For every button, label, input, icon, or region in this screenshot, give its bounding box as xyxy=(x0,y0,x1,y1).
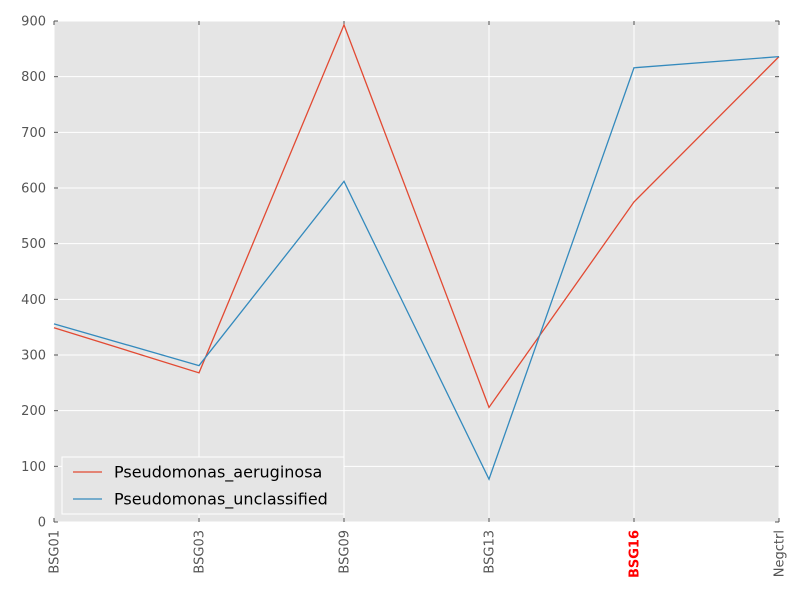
y-tick-label: 300 xyxy=(21,349,46,364)
y-tick-labels: 0 100 200 300 400 500 600 700 800 900 xyxy=(21,15,46,531)
x-tick-label: BSG09 xyxy=(338,530,353,574)
series-line-2 xyxy=(53,55,780,481)
legend-box xyxy=(61,456,345,515)
grid-lines xyxy=(53,20,780,523)
x-tick-label: BSG01 xyxy=(48,530,63,574)
y-tick-label: 800 xyxy=(21,70,46,85)
series-line-1 xyxy=(53,23,780,409)
y-tick-label: 500 xyxy=(21,237,46,252)
y-tick-label: 100 xyxy=(21,460,46,475)
x-tick-label: BSG13 xyxy=(483,530,498,574)
x-tick-label: BSG03 xyxy=(193,530,208,574)
y-tick-label: 600 xyxy=(21,182,46,197)
plot-background xyxy=(54,21,779,522)
y-tick-label: 0 xyxy=(38,516,46,531)
legend: Pseudomonas_aeruginosa Pseudomonas_unclas… xyxy=(61,456,345,515)
axis-ticks xyxy=(53,20,780,523)
y-tick-label: 400 xyxy=(21,293,46,308)
y-tick-label: 900 xyxy=(21,15,46,30)
legend-label: Pseudomonas_unclassified xyxy=(114,490,328,510)
x-tick-labels: BSG01 BSG03 BSG09 BSG13 BSG16 Negctrl xyxy=(48,530,788,578)
series-lines xyxy=(53,23,780,481)
legend-label: Pseudomonas_aeruginosa xyxy=(114,463,322,483)
x-tick-label: Negctrl xyxy=(773,530,788,577)
x-tick-label: BSG16 xyxy=(628,530,643,578)
y-tick-label: 200 xyxy=(21,404,46,419)
y-tick-label: 700 xyxy=(21,126,46,141)
